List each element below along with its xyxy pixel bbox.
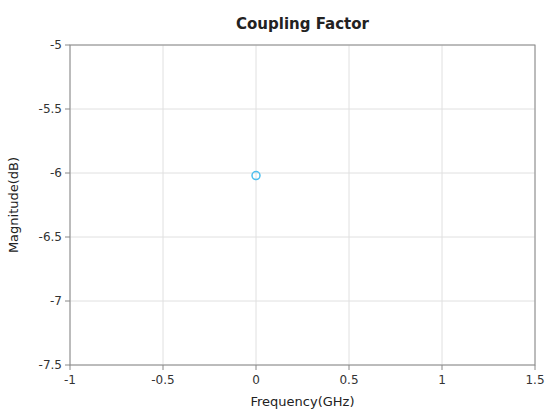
x-tick-label: 1.5 [525, 373, 544, 387]
x-tick [442, 365, 443, 370]
y-grid-line [70, 301, 535, 302]
y-grid-line [70, 109, 535, 110]
y-tick [65, 301, 70, 302]
y-grid-line [70, 173, 535, 174]
chart-container: -1 -0.5 0 0.5 1 1.5 -7.5 -7 -6.5 -6 -5.5 -5 Coupling… [0, 0, 560, 420]
y-tick [65, 365, 70, 366]
y-tick [65, 109, 70, 110]
y-tick-label: -7 [50, 294, 62, 308]
x-tick-label: 0.5 [339, 373, 358, 387]
data-points [252, 172, 260, 180]
y-tick [65, 237, 70, 238]
x-grid-line [256, 45, 257, 365]
x-grid-line [349, 45, 350, 365]
plot-frame [70, 45, 535, 365]
grid [70, 45, 535, 365]
y-tick [65, 173, 70, 174]
y-tick-label: -5.5 [39, 102, 62, 116]
x-tick-label: 1 [438, 373, 446, 387]
x-grid-line [442, 45, 443, 365]
y-axis-label: Magnitude(dB) [6, 157, 21, 253]
data-point [252, 172, 260, 180]
x-tick-label: -0.5 [151, 373, 174, 387]
y-tick [65, 45, 70, 46]
y-tick-label: -5 [50, 38, 62, 52]
x-tick [70, 365, 71, 370]
x-axis-label: Frequency(GHz) [251, 394, 355, 409]
axes: -1 -0.5 0 0.5 1 1.5 -7.5 -7 -6.5 -6 -5.5 -5 [39, 38, 545, 387]
x-tick [349, 365, 350, 370]
x-tick-label: -1 [64, 373, 76, 387]
chart-title: Coupling Factor [236, 15, 370, 33]
y-grid-line [70, 237, 535, 238]
plot-background [70, 45, 535, 365]
chart-svg: -1 -0.5 0 0.5 1 1.5 -7.5 -7 -6.5 -6 -5.5 -5 Coupling… [0, 0, 560, 420]
x-tick [256, 365, 257, 370]
y-tick-label: -6 [50, 166, 62, 180]
x-tick [163, 365, 164, 370]
y-tick-label: -7.5 [39, 358, 62, 372]
x-grid-line [163, 45, 164, 365]
x-tick [535, 365, 536, 370]
y-tick-label: -6.5 [39, 230, 62, 244]
x-tick-label: 0 [252, 373, 260, 387]
